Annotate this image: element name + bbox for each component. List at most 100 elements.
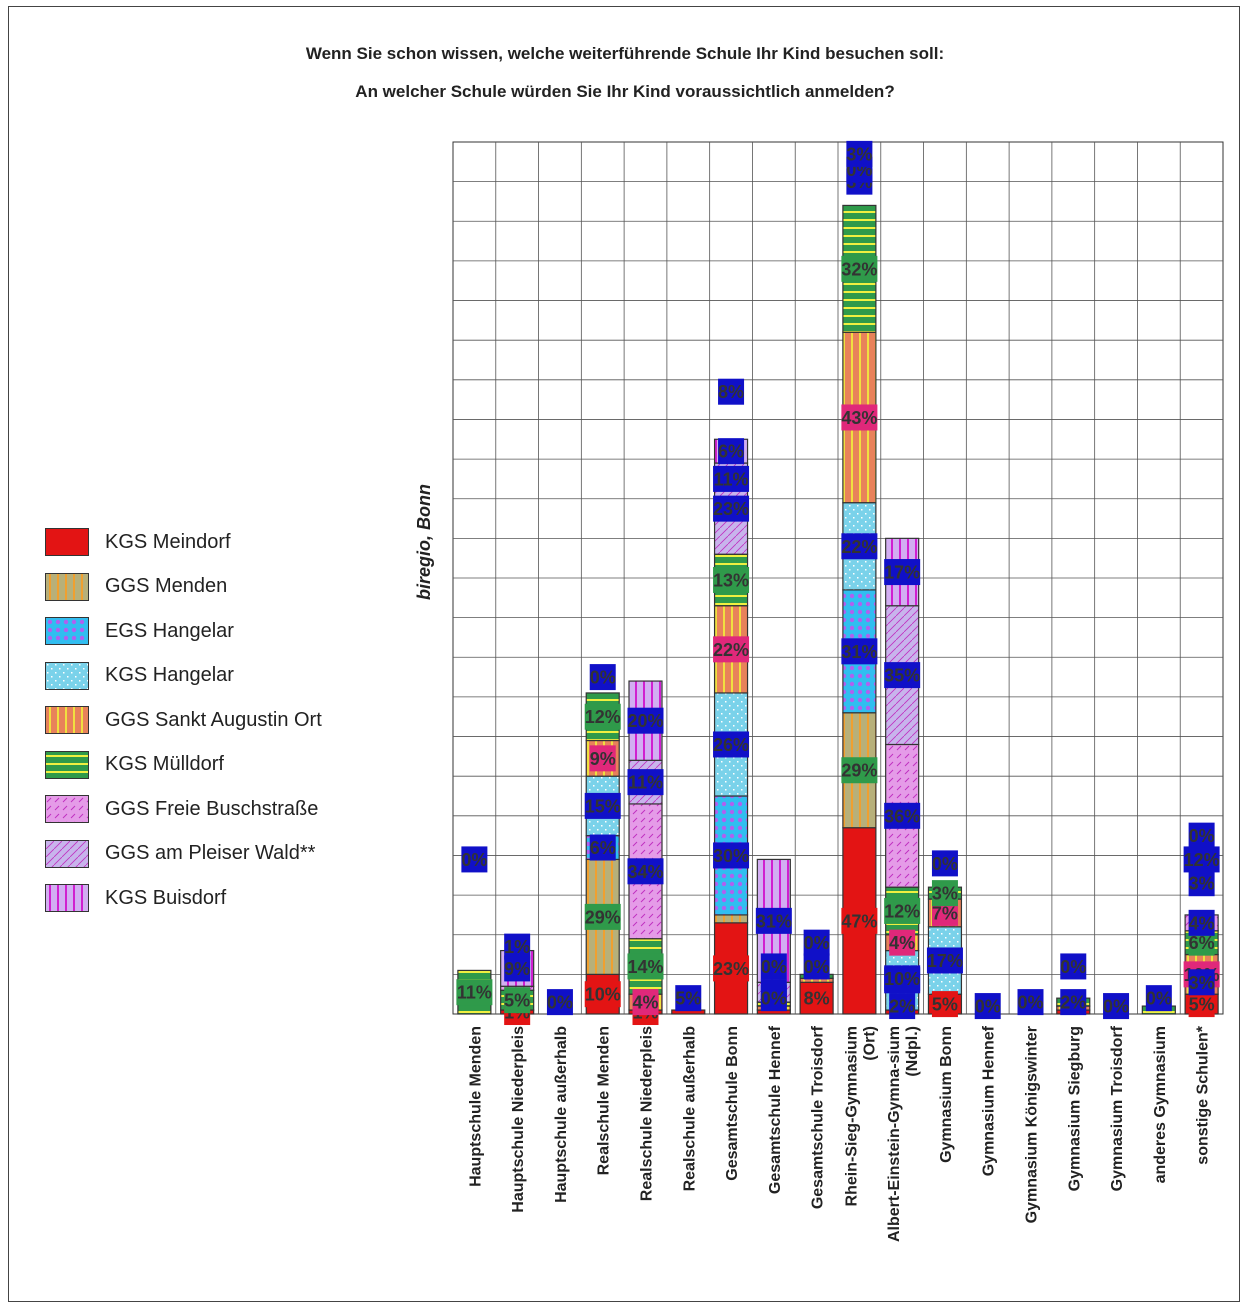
data-label-box: [803, 929, 830, 956]
data-label-box: [931, 850, 958, 877]
legend-label: KGS Meindorf: [105, 530, 231, 553]
x-tick-label: Gymnasium Hennef: [981, 1025, 998, 1176]
data-label-box: [926, 947, 963, 974]
data-label: 31%: [841, 642, 877, 662]
data-label: 0%: [590, 668, 616, 688]
legend-label: EGS Hangelar: [105, 619, 234, 642]
data-label-box: [1017, 989, 1044, 1016]
data-label: 23%: [713, 959, 749, 979]
data-label-box: [1188, 991, 1215, 1018]
legend-label: GGS Menden: [105, 575, 228, 598]
legend-item: KGS Meindorf: [45, 520, 322, 565]
legend-item: GGS Freie Buschstraße: [45, 787, 322, 832]
legend-swatch: [45, 884, 89, 913]
data-label: 9%: [590, 749, 616, 769]
data-label: 5%: [504, 991, 530, 1011]
x-tick-label: Hauptschule Niederpleis: [510, 1026, 527, 1213]
data-label-box: [841, 404, 878, 431]
data-label: 0%: [1189, 826, 1215, 846]
chart-title: Wenn Sie schon wissen, welche weiterführ…: [305, 44, 945, 63]
data-label-box: [841, 533, 878, 560]
data-label: 0%: [1103, 997, 1129, 1017]
data-label: 0%: [804, 933, 830, 953]
data-label: 26%: [713, 735, 749, 755]
x-tick-label: Gymnasium Königswinter: [1024, 1026, 1041, 1223]
data-label: 12%: [884, 901, 920, 921]
legend-item: GGS Sankt Augustin Ort: [45, 698, 322, 743]
data-label-box: [846, 140, 873, 167]
data-label-box: [504, 933, 531, 960]
x-tick-label: Realschule Menden: [596, 1026, 613, 1175]
x-tick-label: Gesamtschule Bonn: [724, 1026, 741, 1181]
data-label-box: [713, 955, 750, 982]
legend-item: KGS Buisdorf: [45, 876, 322, 921]
data-label-box: [504, 955, 531, 982]
legend-item: EGS Hangelar: [45, 609, 322, 654]
data-label: 47%: [841, 911, 877, 931]
data-label: 8%: [718, 382, 744, 402]
data-label: 0%: [804, 957, 830, 977]
data-label-box: [1188, 822, 1215, 849]
legend-item: KGS Hangelar: [45, 654, 322, 699]
data-label: 0%: [1060, 957, 1086, 977]
legend-label: KGS Mülldorf: [105, 753, 224, 776]
data-label-box: [884, 802, 921, 829]
data-label-box: [1060, 989, 1087, 1016]
data-label-box: [627, 769, 664, 796]
x-tick-label: Gymnasium Siegburg: [1066, 1026, 1083, 1191]
chart-subtitle: An welcher Schule würden Sie Ihr Kind vo…: [355, 82, 895, 101]
x-tick-label: Hauptschule außerhalb: [553, 1026, 570, 1203]
data-label: 11%: [457, 983, 492, 1003]
data-label-box: [1145, 985, 1172, 1012]
data-label: 5%: [1189, 995, 1215, 1015]
legend: KGS Meindorf GGS Menden EGS Hangelar KGS Ha…: [45, 520, 322, 921]
data-label-box: [884, 897, 921, 924]
data-label-box: [889, 993, 916, 1020]
data-label: 4%: [632, 993, 658, 1013]
data-label-box: [884, 559, 921, 586]
data-label: 12%: [585, 707, 621, 727]
data-label: 22%: [713, 640, 749, 660]
data-label: 20%: [627, 711, 663, 731]
data-label: 2%: [1060, 993, 1086, 1013]
x-tick-label: Realschule Niederpleis: [639, 1026, 656, 1201]
data-label-box: [1188, 909, 1215, 936]
data-label: 10%: [585, 985, 621, 1005]
data-label: 4%: [1189, 913, 1215, 933]
data-label-box: [627, 707, 664, 734]
data-label: 6%: [590, 838, 616, 858]
data-label: 35%: [884, 666, 920, 686]
data-label: 23%: [713, 499, 749, 519]
legend-label: GGS Sankt Augustin Ort: [105, 708, 322, 731]
data-label: 0%: [975, 997, 1001, 1017]
data-label-box: [718, 438, 745, 465]
data-label: 11%: [628, 773, 663, 793]
data-label-box: [889, 929, 916, 956]
data-label-box: [931, 880, 958, 907]
data-label-box: [755, 907, 792, 934]
data-label: 0%: [1017, 993, 1043, 1013]
data-label-box: [584, 703, 621, 730]
x-tick-label: Gymnasium Troisdorf: [1109, 1025, 1126, 1191]
legend-item: GGS Menden: [45, 565, 322, 610]
data-label: 17%: [927, 951, 963, 971]
x-axis-tick-labels: Hauptschule Menden Hauptschule Niederplei…: [467, 1025, 1211, 1242]
legend-label: GGS am Pleiser Wald**: [105, 842, 316, 865]
data-label: 5%: [675, 989, 701, 1009]
data-label-box: [713, 636, 750, 663]
data-label-box: [713, 495, 750, 522]
data-label: 2%: [889, 997, 915, 1017]
data-label-box: [584, 903, 621, 930]
data-label-box: [803, 953, 830, 980]
data-label-box: [884, 662, 921, 689]
data-label: 17%: [884, 563, 920, 583]
data-label: 34%: [627, 862, 663, 882]
data-label: 36%: [884, 806, 920, 826]
data-label-box: [627, 858, 664, 885]
data-label: 3%: [932, 884, 958, 904]
data-label: 6%: [1189, 933, 1215, 953]
data-label-box: [884, 965, 921, 992]
data-label: 30%: [713, 846, 749, 866]
data-label: 0%: [1146, 989, 1172, 1009]
